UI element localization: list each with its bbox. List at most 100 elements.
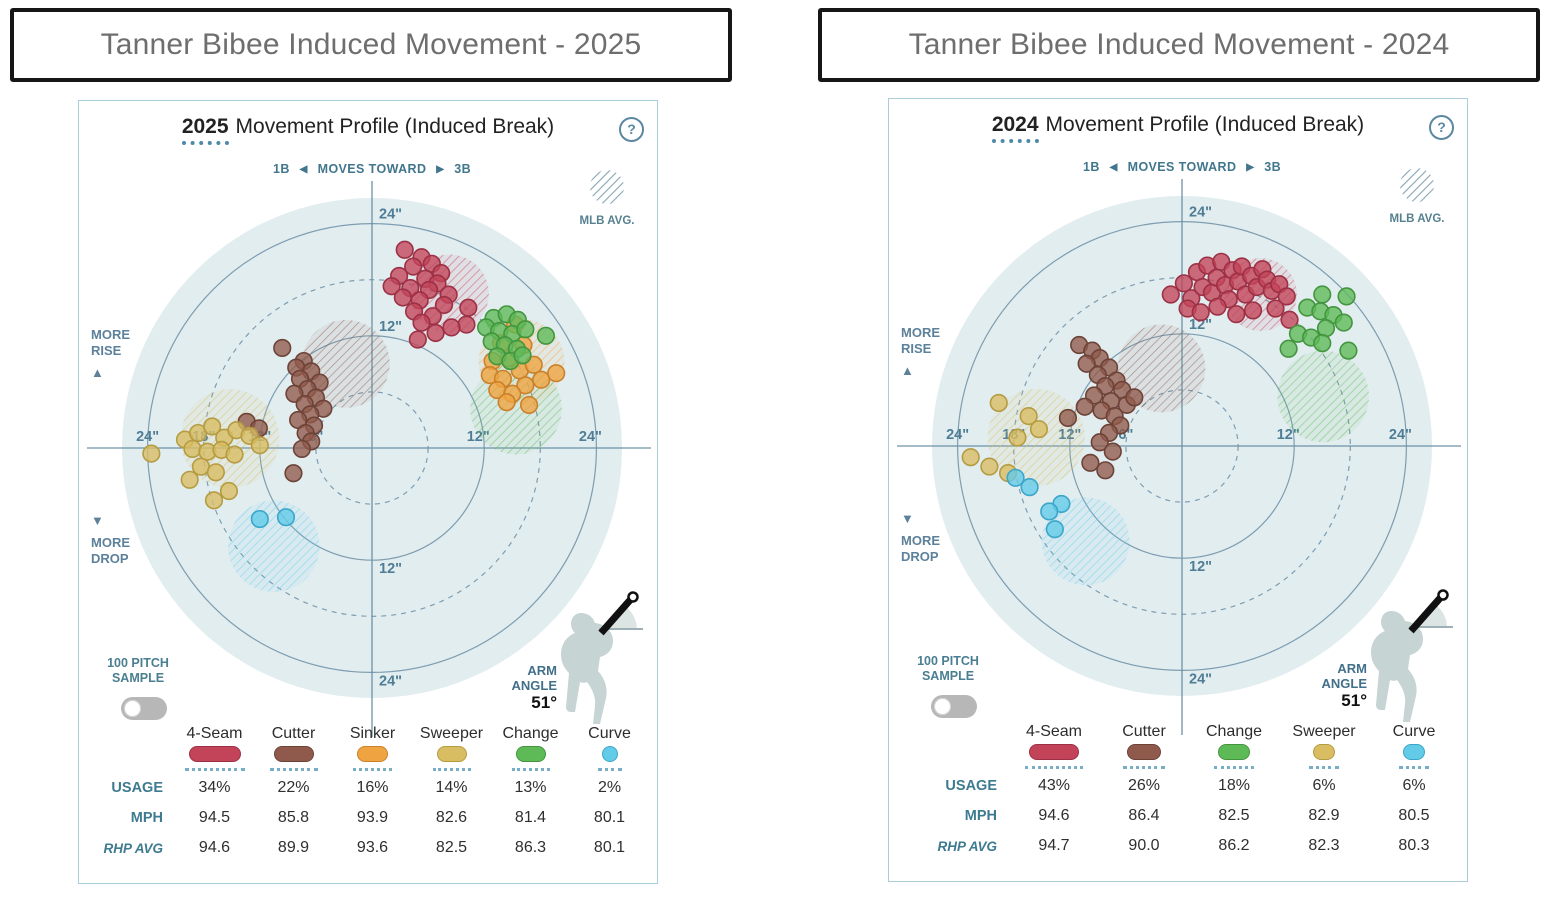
chart-title-rest: Movement Profile (Induced Break)	[1045, 113, 1365, 136]
legend-rhp_avg-Curve: 80.3	[1398, 837, 1430, 854]
pitch-swatch-Change[interactable]	[1218, 744, 1250, 760]
swatch-underline	[353, 765, 392, 771]
legend-pitch-name-Sinker[interactable]: Sinker	[349, 725, 396, 742]
label-moves-toward: MOVES TOWARD	[1127, 160, 1237, 174]
pitch-sample-line1: 100 PITCH	[107, 656, 169, 670]
pitch-swatch-Sweeper[interactable]	[1313, 744, 1335, 760]
more-drop-line2: DROP	[91, 551, 129, 566]
legend-swatch-cell-Sinker	[333, 746, 412, 773]
pitch-sample-line2: SAMPLE	[921, 669, 975, 683]
more-drop-line2: DROP	[901, 549, 939, 564]
legend-mph-Sweeper: 82.9	[1308, 807, 1340, 824]
legend-pitch-name-4-Seam[interactable]: 4-Seam	[1025, 723, 1083, 740]
axis-tick-label: 24"	[946, 427, 969, 443]
pitch-swatch-Sinker[interactable]	[357, 746, 388, 762]
legend-rhp_avg-Curve: 80.1	[593, 839, 626, 856]
pitch-point-4-Seam	[408, 330, 427, 349]
legend-pitch-name-Sweeper[interactable]: Sweeper	[1292, 723, 1356, 740]
pitch-swatch-Curve[interactable]	[1403, 744, 1425, 760]
more-rise-label: MORE RISE ▲	[91, 327, 130, 381]
more-drop-line1: MORE	[91, 535, 130, 550]
legend-swatch-cell-4-Seam	[175, 746, 254, 773]
triangle-right-icon: ▶	[436, 164, 445, 175]
pitch-swatch-Cutter[interactable]	[273, 746, 314, 762]
toggle-knob[interactable]	[934, 698, 951, 715]
chart-title-year: 2024	[991, 113, 1039, 143]
legend-swatch-cell-Curve	[570, 746, 649, 773]
pitch-point-4-Seam	[1277, 287, 1296, 306]
legend-swatch-cell-Cutter	[1099, 744, 1189, 771]
swatch-underline	[1123, 763, 1165, 769]
mlb-avg-hatch-icon	[590, 170, 624, 204]
legend-usage-Change: 18%	[1217, 777, 1251, 794]
legend-pitch-name-Cutter[interactable]: Cutter	[271, 725, 316, 742]
swatch-underline	[597, 765, 622, 771]
legend-pitch-name-Curve[interactable]: Curve	[1392, 723, 1436, 740]
legend-usage-Cutter: 26%	[1127, 777, 1161, 794]
help-icon[interactable]: ?	[619, 117, 644, 142]
pitch-point-Sweeper	[203, 417, 222, 436]
legend-pitch-name-Curve[interactable]: Curve	[588, 725, 631, 742]
toggle-knob[interactable]	[124, 700, 141, 717]
label-1b: 1B	[1083, 160, 1100, 174]
axis-tick-label: 24"	[1189, 205, 1212, 221]
legend-mph-Sweeper: 82.6	[435, 809, 468, 826]
pitch-sample-toggle[interactable]	[931, 695, 977, 718]
more-drop-line1: MORE	[901, 533, 940, 548]
arm-angle-block: ARM ANGLE 51°	[1311, 587, 1461, 737]
pitch-swatch-Cutter[interactable]	[1127, 744, 1161, 760]
pitch-point-4-Seam	[442, 318, 461, 337]
pitch-point-Change	[1279, 339, 1298, 358]
pitch-swatch-Curve[interactable]	[601, 746, 618, 762]
legend-pitch-name-Change[interactable]: Change	[502, 725, 559, 742]
pitch-swatch-Change[interactable]	[515, 746, 546, 762]
more-drop-label: ▼ MORE DROP	[91, 513, 130, 567]
pitch-point-Change	[1313, 285, 1332, 304]
swatch-underline	[1025, 763, 1083, 769]
pitch-point-Sweeper	[219, 481, 239, 501]
pitch-point-Cutter	[1103, 442, 1122, 461]
arm-label-line2: ANGLE	[1321, 676, 1368, 691]
down-arrow-icon: ▼	[91, 513, 104, 528]
pitch-swatch-4-Seam[interactable]	[1029, 744, 1079, 760]
legend-pitch-name-Sweeper[interactable]: Sweeper	[419, 725, 484, 742]
label-1b: 1B	[273, 162, 290, 176]
page-title-text: Tanner Bibee Induced Movement - 2024	[908, 28, 1450, 61]
legend-rhp_avg-4-Seam: 94.7	[1038, 837, 1070, 854]
swatch-underline	[184, 765, 245, 771]
legend-pitch-name-4-Seam[interactable]: 4-Seam	[186, 725, 243, 742]
pitch-point-Cutter	[1075, 397, 1094, 416]
legend-pitch-name-Change[interactable]: Change	[1205, 723, 1263, 740]
legend-pitch-name-Cutter[interactable]: Cutter	[1122, 723, 1166, 740]
pitch-point-Change	[1316, 319, 1336, 338]
legend-swatch-cell-Cutter	[254, 746, 333, 773]
pitch-point-Curve	[1020, 478, 1039, 497]
pitch-point-4-Seam	[434, 295, 454, 315]
pitch-point-Change	[1339, 341, 1358, 360]
pitch-point-Change	[1337, 287, 1356, 306]
help-icon[interactable]: ?	[1429, 115, 1454, 140]
pitch-point-Sweeper	[180, 470, 199, 489]
axis-tick-label: 24"	[379, 207, 402, 223]
chart-header: 2024 Movement Profile (Induced Break)	[889, 113, 1467, 143]
mlb-avg-ellipse-Change	[1277, 350, 1369, 443]
pitch-point-Sinker	[516, 376, 535, 395]
pitch-point-Cutter	[292, 439, 311, 459]
triangle-right-icon: ▶	[1246, 162, 1255, 173]
pitch-swatch-4-Seam[interactable]	[188, 746, 241, 762]
mlb-avg-hatch-icon	[1400, 168, 1434, 202]
pitch-point-Cutter	[273, 338, 292, 358]
triangle-left-icon: ◀	[299, 164, 308, 175]
swatch-underline	[269, 765, 318, 771]
pitch-point-Cutter	[1125, 388, 1144, 407]
pitch-point-Change	[536, 326, 556, 345]
label-moves-toward: MOVES TOWARD	[317, 162, 427, 176]
legend-usage-Cutter: 22%	[277, 779, 310, 796]
pitch-point-Sweeper	[225, 445, 244, 464]
triangle-left-icon: ◀	[1109, 162, 1118, 173]
pitch-sample-toggle[interactable]	[121, 697, 167, 720]
pitch-sample-line2: SAMPLE	[111, 671, 165, 685]
pitch-point-4-Seam	[382, 277, 401, 296]
pitch-legend-table: 4-Seam Cutter Sinker Sweeper Change Curve USAG…	[87, 721, 649, 863]
pitch-swatch-Sweeper[interactable]	[436, 746, 467, 762]
